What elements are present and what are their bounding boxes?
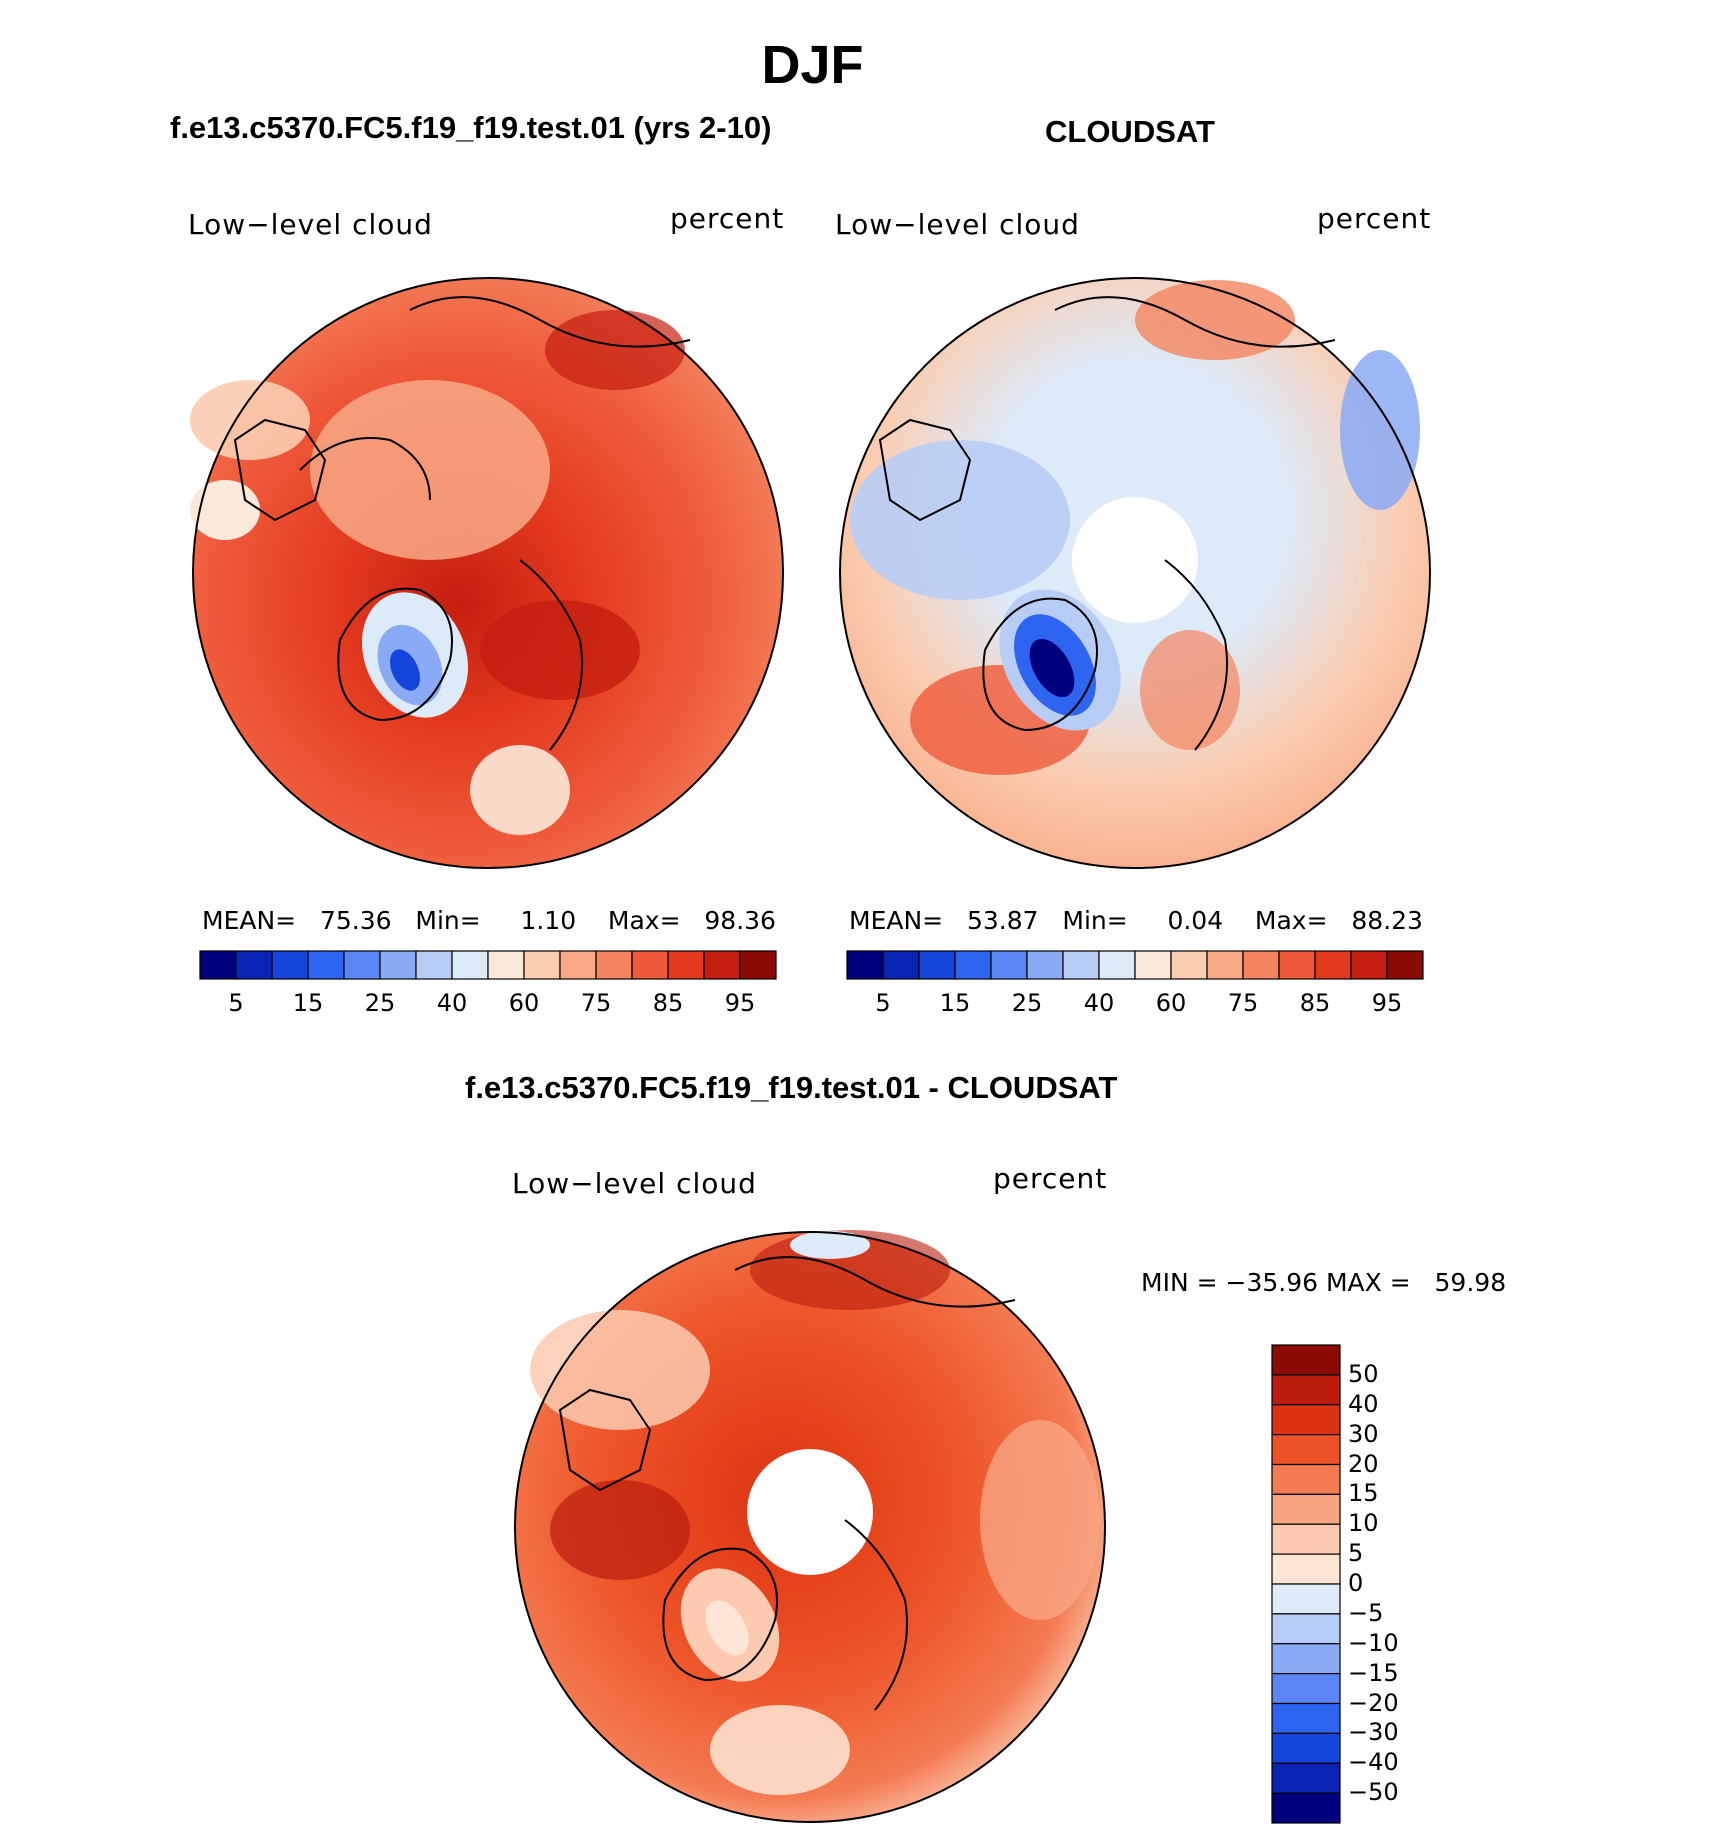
colorbar-swatch [631,950,669,980]
colorbar-swatch [846,950,884,980]
colorbar-tick-label: −20 [1348,1688,1399,1717]
colorbar-swatch [1271,1493,1341,1525]
diff-map [514,1230,1106,1823]
colorbar-swatch [1242,950,1280,980]
colorbar-tick-label: 40 [436,989,468,1017]
model-colorbar [199,950,777,980]
colorbar-swatch [1271,1613,1341,1645]
figure-title: DJF [761,35,864,95]
colorbar-swatch [1271,1404,1341,1436]
diff-variable-label: Low−level cloud [512,1167,757,1200]
colorbar-swatch [1314,950,1352,980]
colorbar-tick-label: 40 [1083,989,1115,1017]
diff-stats: MIN = −35.96 MAX = 59.98 [1141,1268,1507,1297]
model-map [190,277,784,869]
colorbar-swatch [1271,1762,1341,1794]
colorbar-tick-label: −30 [1348,1718,1399,1747]
obs-panel-header: CLOUDSAT [1045,114,1215,149]
colorbar-tick-label: 40 [1348,1389,1379,1418]
colorbar-tick-label: 20 [1348,1449,1379,1478]
colorbar-tick-label: 15 [939,989,971,1017]
colorbar-tick-label: −40 [1348,1748,1399,1777]
colorbar-swatch [1278,950,1316,980]
colorbar-swatch [343,950,381,980]
colorbar-swatch [415,950,453,980]
diff-colorbar [1271,1344,1341,1824]
model-stats: MEAN= 75.36 Min= 1.10 Max= 98.36 [202,906,776,935]
colorbar-tick-label: 5 [228,989,244,1017]
colorbar-swatch [1062,950,1100,980]
colorbar-swatch [1098,950,1136,980]
diff-units-label: percent [993,1162,1108,1195]
colorbar-swatch [1271,1792,1341,1824]
colorbar-tick-label: 15 [1348,1479,1379,1508]
diff-panel-header: f.e13.c5370.FC5.f19_f19.test.01 - CLOUDS… [465,1070,1118,1105]
colorbar-tick-label: −5 [1348,1598,1384,1627]
colorbar-swatch [1271,1344,1341,1376]
obs-variable-label: Low−level cloud [835,208,1080,241]
model-variable-label: Low−level cloud [188,208,433,241]
colorbar-tick-label: 60 [1155,989,1187,1017]
colorbar-swatch [1026,950,1064,980]
colorbar-swatch [235,950,273,980]
colorbar-swatch [487,950,525,980]
colorbar-swatch [882,950,920,980]
colorbar-swatch [1271,1583,1341,1615]
model-panel-header: f.e13.c5370.FC5.f19_f19.test.01 (yrs 2-1… [170,110,772,145]
colorbar-swatch [1206,950,1244,980]
colorbar-tick-label: 5 [875,989,891,1017]
colorbar-tick-label: 10 [1348,1509,1379,1538]
colorbar-swatch [1170,950,1208,980]
colorbar-swatch [1271,1463,1341,1495]
colorbar-swatch [954,950,992,980]
colorbar-tick-label: 0 [1348,1569,1364,1597]
colorbar-tick-label: 25 [364,989,396,1017]
colorbar-tick-label: 75 [580,989,612,1017]
colorbar-swatch [1271,1553,1341,1585]
obs-map [839,277,1431,869]
colorbar-tick-label: −15 [1348,1658,1399,1687]
colorbar-swatch [595,950,633,980]
colorbar-swatch [1134,950,1172,980]
colorbar-tick-label: 85 [652,989,684,1017]
colorbar-swatch [1271,1523,1341,1555]
model-units-label: percent [670,202,785,235]
colorbar-swatch [559,950,597,980]
obs-colorbar [846,950,1424,980]
colorbar-swatch [1271,1702,1341,1734]
colorbar-swatch [199,950,237,980]
colorbar-swatch [1386,950,1424,980]
obs-stats: MEAN= 53.87 Min= 0.04 Max= 88.23 [849,906,1423,935]
colorbar-swatch [271,950,309,980]
colorbar-swatch [990,950,1028,980]
colorbar-tick-label: 85 [1299,989,1331,1017]
colorbar-tick-label: 15 [292,989,324,1017]
colorbar-tick-label: 50 [1348,1359,1379,1388]
colorbar-swatch [703,950,741,980]
colorbar-swatch [523,950,561,980]
colorbar-swatch [1271,1732,1341,1764]
colorbar-tick-label: 75 [1227,989,1259,1017]
colorbar-tick-label: −10 [1348,1628,1399,1657]
colorbar-swatch [1271,1673,1341,1705]
colorbar-swatch [918,950,956,980]
colorbar-swatch [307,950,345,980]
colorbar-tick-label: 95 [724,989,756,1017]
colorbar-swatch [667,950,705,980]
colorbar-tick-label: 30 [1348,1419,1379,1448]
colorbar-swatch [1271,1374,1341,1406]
obs-units-label: percent [1317,202,1432,235]
colorbar-tick-label: 95 [1371,989,1403,1017]
colorbar-tick-label: 25 [1011,989,1043,1017]
colorbar-tick-label: 60 [508,989,540,1017]
colorbar-swatch [1271,1643,1341,1675]
colorbar-swatch [379,950,417,980]
colorbar-swatch [739,950,777,980]
colorbar-swatch [1271,1434,1341,1466]
colorbar-tick-label: 5 [1348,1539,1364,1568]
colorbar-swatch [1350,950,1388,980]
colorbar-tick-label: −50 [1348,1778,1399,1807]
colorbar-swatch [451,950,489,980]
